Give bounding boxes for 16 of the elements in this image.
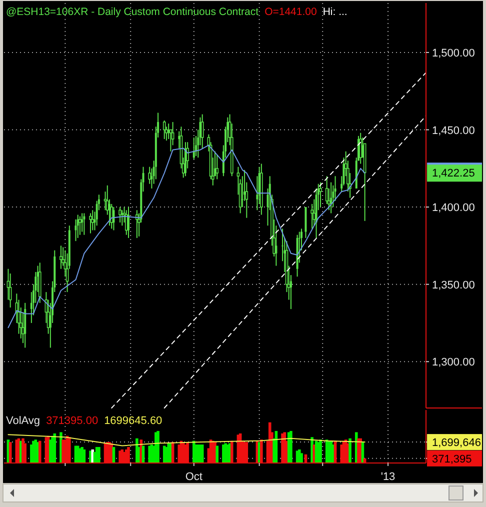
y-tick-label: 1,699,646 <box>432 437 481 450</box>
annotation: Hi: ... <box>322 6 348 18</box>
y-tick-label: 1,400.00 <box>432 202 475 214</box>
series-label: 371395.00 <box>46 415 98 427</box>
legend-title: VolAvg <box>6 415 40 427</box>
chart-subtitle: O=1441.00 <box>264 6 317 18</box>
y-tick-label: 1,350.00 <box>432 279 475 292</box>
x-tick-label: Oct <box>185 471 202 483</box>
y-tick-label: 1,500.00 <box>432 47 475 60</box>
chart-title: @ESH13=106XR - Daily Custom Continuous Contract <box>6 6 259 18</box>
x-tick-label: '13 <box>380 471 396 483</box>
series-label: 1699645.60 <box>104 415 162 427</box>
y-tick-label: 1,450.00 <box>432 124 475 137</box>
y-tick-label: 371,395 <box>432 453 472 466</box>
y-tick-label: 1,300.00 <box>432 356 475 369</box>
text: 1,422.25 <box>432 168 475 180</box>
